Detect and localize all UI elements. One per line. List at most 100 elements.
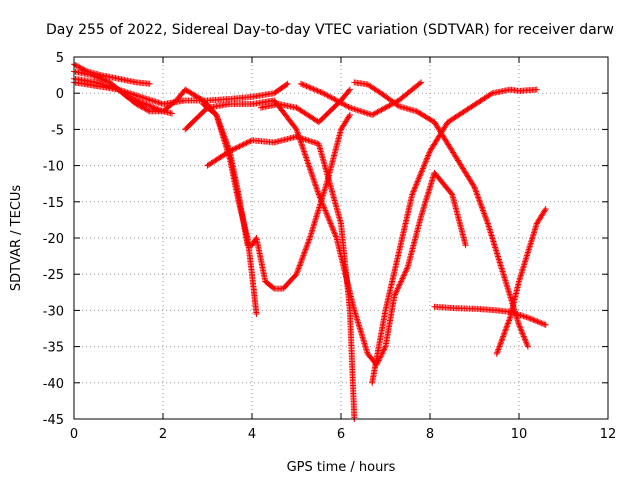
data-point xyxy=(523,340,530,347)
data-point xyxy=(240,141,247,148)
data-point xyxy=(521,336,528,343)
data-point xyxy=(203,105,210,112)
y-tick-label: -5 xyxy=(51,123,64,138)
data-point xyxy=(135,102,142,109)
data-point xyxy=(303,154,310,161)
data-point xyxy=(392,290,399,297)
data-point xyxy=(312,181,319,188)
data-point xyxy=(72,61,79,68)
data-point xyxy=(502,327,509,334)
data-point xyxy=(474,193,481,200)
data-point xyxy=(315,190,322,197)
data-point xyxy=(416,174,423,181)
data-point xyxy=(381,346,388,353)
data-point xyxy=(425,151,432,158)
data-point xyxy=(307,166,314,173)
data-point xyxy=(411,185,418,192)
data-point xyxy=(316,193,323,200)
data-point xyxy=(306,164,313,171)
data-point xyxy=(415,175,422,182)
data-point xyxy=(394,287,401,294)
data-point xyxy=(400,274,407,281)
data-point xyxy=(369,111,376,118)
data-point xyxy=(418,168,425,175)
data-point xyxy=(424,155,431,162)
data-point xyxy=(426,149,433,156)
data-point xyxy=(373,109,380,116)
data-point xyxy=(522,337,529,344)
data-point xyxy=(300,250,307,257)
data-point xyxy=(495,345,502,352)
data-point xyxy=(392,291,399,298)
data-point xyxy=(501,329,508,336)
data-point xyxy=(229,146,236,153)
data-point xyxy=(413,181,420,188)
data-point xyxy=(301,148,308,155)
data-point xyxy=(302,248,309,255)
data-point xyxy=(294,268,301,275)
data-point xyxy=(299,144,306,151)
data-point xyxy=(345,87,352,94)
data-point xyxy=(301,249,308,256)
data-point xyxy=(541,207,548,214)
x-tick-label: 4 xyxy=(248,427,256,442)
data-point xyxy=(506,316,513,323)
x-tick-label: 0 xyxy=(70,427,78,442)
data-point xyxy=(325,216,332,223)
data-point xyxy=(499,336,506,343)
data-point xyxy=(398,276,405,283)
data-point xyxy=(139,99,146,106)
data-point xyxy=(237,142,244,149)
data-point xyxy=(399,275,406,282)
data-point xyxy=(151,104,158,111)
series-track-11 xyxy=(369,86,540,386)
data-point xyxy=(304,240,311,247)
data-point xyxy=(422,158,429,165)
data-point xyxy=(331,230,338,237)
x-tick-label: 8 xyxy=(426,427,434,442)
data-point xyxy=(310,86,317,93)
data-point xyxy=(297,259,304,266)
data-point xyxy=(302,82,309,89)
data-point xyxy=(312,182,319,189)
data-point xyxy=(472,185,479,192)
data-point xyxy=(380,347,387,354)
data-point xyxy=(394,285,401,292)
data-point xyxy=(298,258,305,265)
series-track-6 xyxy=(182,97,469,368)
data-point xyxy=(332,232,339,239)
data-point xyxy=(521,334,528,341)
data-point xyxy=(481,210,488,217)
data-point xyxy=(300,145,307,152)
data-point xyxy=(253,311,260,318)
data-point xyxy=(317,195,324,202)
data-point xyxy=(311,178,318,185)
x-tick-label: 6 xyxy=(337,427,345,442)
data-point xyxy=(541,321,548,328)
data-point xyxy=(99,76,106,83)
data-point xyxy=(303,243,310,250)
data-point xyxy=(296,263,303,270)
data-point xyxy=(524,314,531,321)
data-point xyxy=(475,195,482,202)
data-point xyxy=(328,221,335,228)
data-point xyxy=(304,157,311,164)
data-point xyxy=(233,144,240,151)
data-point xyxy=(516,321,522,328)
data-point xyxy=(526,315,533,322)
y-tick-label: 5 xyxy=(56,51,64,66)
data-point xyxy=(538,320,545,327)
data-point xyxy=(304,158,311,165)
data-point xyxy=(370,111,377,118)
data-point xyxy=(527,315,534,322)
data-point xyxy=(144,102,151,109)
data-point xyxy=(90,72,97,79)
data-point xyxy=(480,207,487,214)
data-point xyxy=(504,320,511,327)
data-point xyxy=(498,339,505,346)
x-axis-label: GPS time / hours xyxy=(287,460,396,475)
data-point xyxy=(346,111,353,118)
data-point xyxy=(284,80,291,87)
data-point xyxy=(320,203,327,210)
data-point xyxy=(299,255,306,262)
